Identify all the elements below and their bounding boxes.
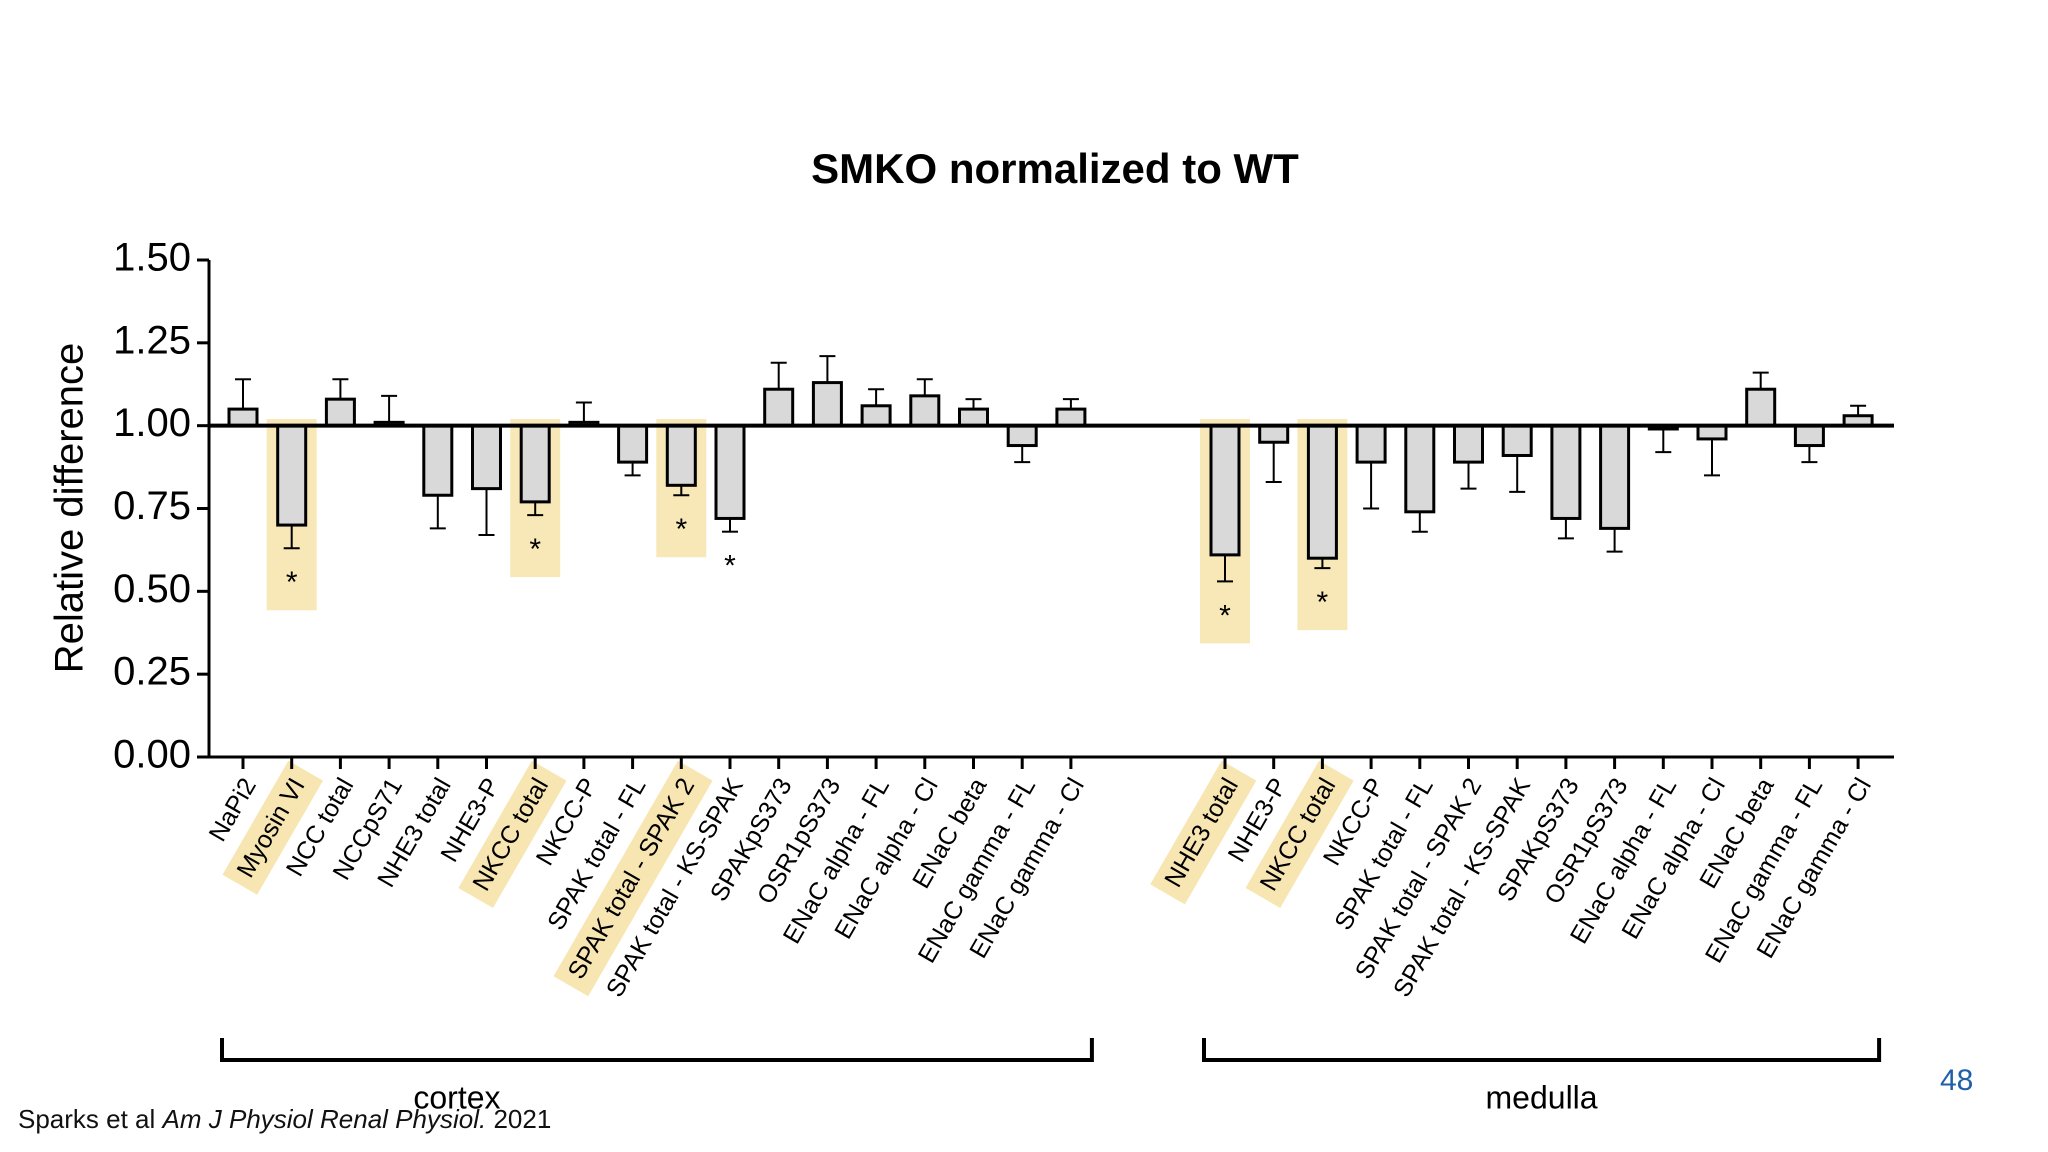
bar [714, 424, 746, 520]
label-highlight [458, 760, 567, 908]
label-highlight [1245, 760, 1354, 908]
group-bracket [1202, 1038, 1882, 1062]
page-number: 48 [1940, 1064, 1974, 1097]
citation: Sparks et al Am J Physiol Renal Physiol.… [18, 1104, 551, 1135]
y-axis-label: Relative difference [48, 343, 92, 674]
significance-marker: * [529, 533, 541, 566]
bar [1006, 424, 1038, 448]
bar [1404, 424, 1436, 514]
label-highlight [222, 760, 324, 895]
y-tick-label: 1.25 [113, 318, 191, 362]
y-tick-label: 0.50 [113, 567, 191, 611]
significance-marker: * [724, 550, 736, 583]
y-tick-label: 0.75 [113, 484, 191, 528]
label-highlight [1150, 760, 1257, 905]
bar [1501, 424, 1533, 457]
bar [1599, 424, 1631, 530]
bar [1209, 424, 1241, 557]
significance-marker: * [675, 513, 687, 546]
bar [617, 424, 649, 464]
group-label: cortex [413, 1079, 500, 1115]
label-highlight [553, 760, 713, 997]
significance-marker: * [1219, 599, 1231, 632]
bar [1055, 407, 1087, 428]
bar [909, 394, 941, 428]
bar [1355, 424, 1387, 464]
bar [958, 407, 989, 428]
y-tick-label: 1.00 [113, 401, 191, 445]
bar [471, 424, 502, 491]
chart-title: SMKO normalized to WT [811, 145, 1299, 192]
significance-marker: * [286, 566, 298, 599]
bar [422, 424, 454, 497]
bar [1306, 424, 1338, 560]
bar [227, 407, 259, 428]
bar [811, 381, 843, 428]
group-bracket [220, 1038, 1094, 1062]
bar [324, 397, 356, 428]
significance-marker: * [1317, 586, 1329, 619]
citation-year: 2021 [493, 1104, 552, 1134]
bar [1745, 387, 1777, 428]
group-label: medulla [1486, 1079, 1598, 1115]
bar [665, 424, 697, 487]
bar [860, 404, 892, 428]
bar [1453, 424, 1484, 464]
highlights [222, 419, 1354, 997]
bar [1550, 424, 1582, 520]
y-tick-label: 0.25 [113, 650, 191, 694]
y-tick-label: 1.50 [113, 236, 191, 280]
bar [519, 424, 551, 504]
bar [763, 387, 795, 428]
citation-journal: Am J Physiol Renal Physiol. [162, 1104, 487, 1134]
bar [1258, 424, 1290, 444]
citation-authors: Sparks et al [18, 1104, 156, 1134]
y-tick-label: 0.00 [113, 733, 191, 777]
bar [276, 424, 308, 527]
bar [1793, 424, 1825, 448]
